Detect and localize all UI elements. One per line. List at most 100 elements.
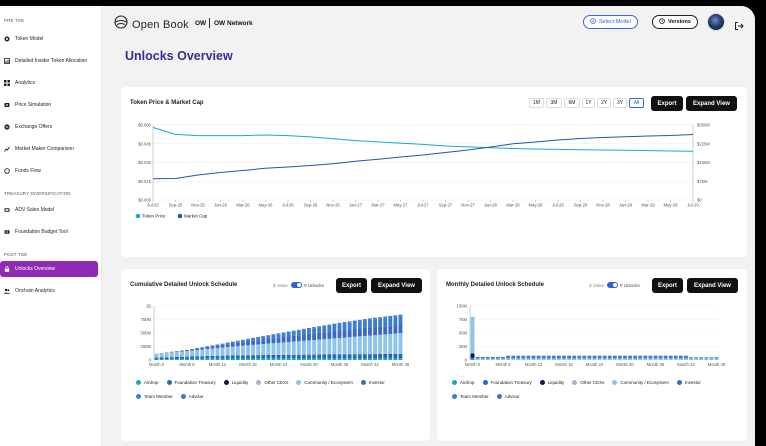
bar-segment-team-member [551,355,556,359]
legend-item-other-cexs[interactable]: Other CEXs [572,380,604,385]
sidebar-item-exchange-offers[interactable]: Exchange Offers [0,119,98,135]
bar-segment-foundation-treasury [190,356,195,359]
legend-item-investor[interactable]: Investor [676,380,701,385]
sidebar-item-onchain-analytics[interactable]: Onchain Analytics [0,283,98,299]
bar-segment-investor [307,333,311,341]
bar-segment-team-member [266,335,271,339]
y-tick-label: 0 [149,358,152,363]
toggle-switch[interactable] [606,282,618,288]
price-export-button[interactable]: Export [651,96,683,111]
sidebar-item-funds-flow[interactable]: Funds Flow [0,163,98,179]
cum-expand-button[interactable]: Expand View [371,278,422,293]
logout-icon[interactable] [734,18,744,30]
bar-segment-team-member [511,355,516,359]
bar-segment-community-ecosystem [592,358,597,360]
bar-segment-foundation-treasury [164,357,169,360]
legend-swatch [256,380,262,385]
bar-segment-investor [480,357,485,359]
legend-item-airdrop[interactable]: Airdrop [452,380,475,385]
bar-segment-foundation-treasury [230,355,235,359]
sidebar-item-price-simulation[interactable]: Price Simulation [0,97,98,113]
brand-logo[interactable]: Open Book [114,15,189,34]
legend-item-liquidity[interactable]: Liquidity [223,380,248,385]
legend-item-investor[interactable]: Investor [360,380,385,385]
sidebar-item-adv-sales[interactable]: ADV Sales Model [0,202,98,218]
mon-expand-button[interactable]: Expand View [687,278,738,293]
range-3m-button[interactable]: 3M [546,98,562,108]
legend-item-airdrop[interactable]: Airdrop [136,380,159,385]
bar-segment-advisor [357,319,362,322]
legend-item-foundation-treasury[interactable]: Foundation Treasury [482,380,532,385]
section-treasury: TREASURY DIVERSIFICATION [4,191,71,196]
cum-unit-toggle[interactable]: $ Value # Unlocks [273,282,324,288]
bar-segment-investor [220,344,225,348]
bar-segment-advisor [347,321,352,323]
range-2y-button[interactable]: 2Y [597,98,611,108]
sidebar-item-token-model[interactable]: Token Model [0,31,98,47]
sidebar-item-insider-allocation[interactable]: Detailed Insider Token Allocation [0,53,98,69]
legend-item-team-member[interactable]: Team Member [136,394,173,399]
bar-segment-investor [301,334,306,341]
legend-item-other-cexs[interactable]: Other CEXs [256,380,288,385]
bar-segment-investor [180,350,184,352]
mon-export-button[interactable]: Export [652,278,683,293]
bar-segment-foundation-treasury [301,355,306,359]
versions-button[interactable]: Versions [652,15,698,29]
bar-segment-investor [256,340,261,345]
mon-unit-toggle[interactable]: $ Value # Unlocks [589,282,640,288]
bar-segment-community-ecosystem [373,335,377,354]
bar-segment-community-ecosystem [185,351,189,357]
bar-segment-community-ecosystem [668,358,673,360]
select-model-button[interactable]: Select Model [583,15,638,29]
legend-item-community-ecosystem[interactable]: Community / Ecosystem [296,380,353,385]
bar-segment-investor [475,357,480,359]
bar-segment-team-member [271,335,276,339]
cum-export-button[interactable]: Export [336,278,367,293]
legend-item-advisor[interactable]: Advisor [180,394,204,399]
range-1y-button[interactable]: 1Y [582,98,595,108]
x-tick-label: Jul-26 [282,203,294,208]
toggle-switch[interactable] [290,282,302,288]
bar-segment-team-member [357,321,362,329]
legend-item-advisor[interactable]: Advisor [496,394,520,399]
bar-segment-foundation-treasury [220,356,225,359]
bar-segment-foundation-treasury [378,354,383,359]
bar-segment-community-ecosystem [557,358,561,360]
bar-segment-community-ecosystem [352,336,357,355]
sidebar-item-foundation-budget[interactable]: Foundation Budget Tool [0,224,98,240]
range-6m-button[interactable]: 6M [564,98,580,108]
legend-item-liquidity[interactable]: Liquidity [539,380,564,385]
bar-segment-investor [383,326,388,335]
bar-segment-community-ecosystem [225,347,230,356]
price-expand-button[interactable]: Expand View [686,96,737,111]
range-1m-button[interactable]: 1M [529,98,544,108]
sidebar-item-analytics[interactable]: Analytics [0,75,98,91]
sidebar-item-label: Funds Flow [15,168,41,174]
legend-item-community-ecosystem[interactable]: Community / Ecosystem [612,380,669,385]
bar-segment-team-member [643,355,648,359]
price-card-title: Token Price & Market Cap [130,100,204,106]
range-all-button[interactable]: All [629,98,644,108]
x-tick-label: Month 48 [708,362,726,367]
bar-segment-investor [205,347,210,349]
bar-segment-advisor [256,336,261,338]
bar-segment-foundation-treasury [195,356,200,359]
bar-segment-investor [276,337,281,343]
y-right-tick-label: $75M [697,179,708,184]
bar-segment-investor [174,351,179,352]
bar-segment-team-member [322,326,327,333]
y-tick-label: 25M [459,344,468,349]
legend-item-foundation-treasury[interactable]: Foundation Treasury [166,380,216,385]
avatar[interactable] [707,13,725,31]
bar-segment-foundation-treasury [205,356,210,359]
legend-item-team-member[interactable]: Team Member [452,394,489,399]
onchain-icon [4,288,10,294]
bar-segment-team-member [393,316,398,326]
y-left-tick-label: $0.030 [138,160,151,165]
bar-segment-airdrop [296,358,301,360]
range-3y-button[interactable]: 3Y [613,98,627,108]
x-tick-label: Jan-26 [214,203,227,208]
sidebar-item-unlocks-overview[interactable]: Unlocks Overview [0,261,98,277]
sidebar-item-market-maker[interactable]: Market Maker Comparison [0,141,98,157]
y-left-tick-label: $0.000 [138,198,151,203]
